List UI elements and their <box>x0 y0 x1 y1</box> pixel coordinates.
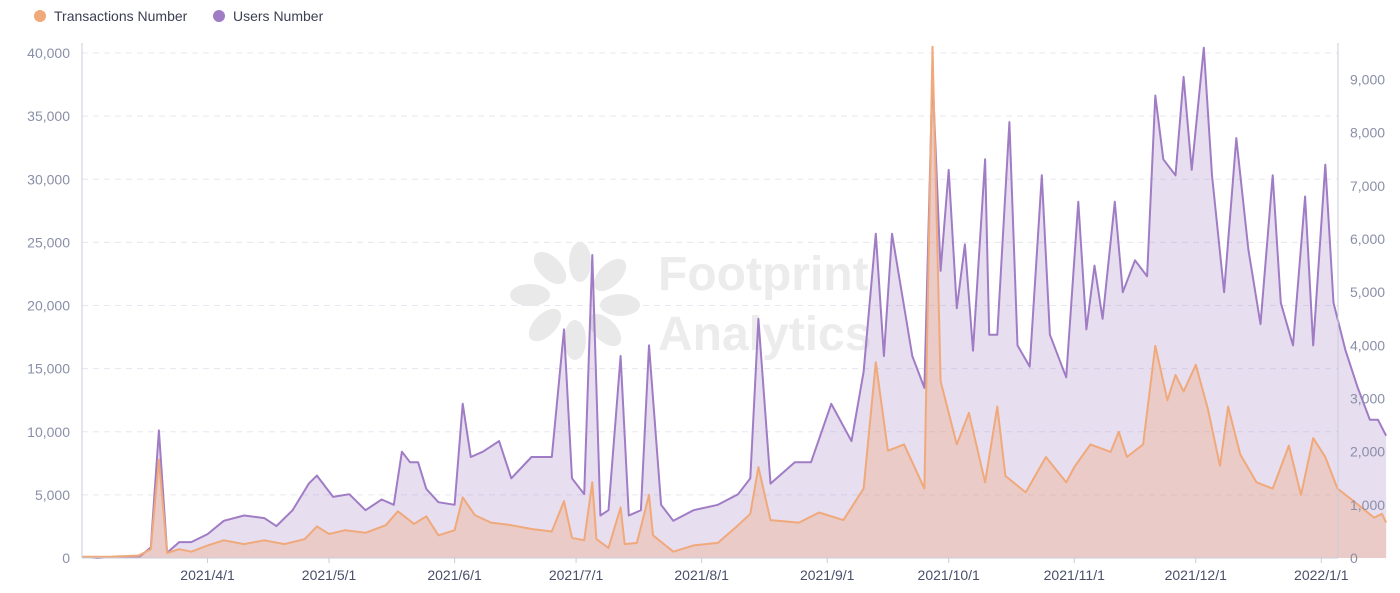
grid-lines <box>82 52 1338 496</box>
legend-swatch-transactions-icon <box>34 10 46 22</box>
legend-item-transactions[interactable]: Transactions Number <box>34 8 188 24</box>
y-right-tick-label: 0 <box>1350 550 1358 566</box>
x-tick-label: 2021/9/1 <box>800 567 855 583</box>
watermark-line1: Footprint <box>658 248 869 301</box>
series-area-transactions <box>82 46 1387 558</box>
x-tick-label: 2021/4/1 <box>180 567 235 583</box>
series-line-transactions <box>82 45 1388 558</box>
y-right-tick-label: 7,000 <box>1350 178 1385 194</box>
y-right-tick-label: 1,000 <box>1350 497 1385 513</box>
y-left-tick-label: 20,000 <box>27 298 70 314</box>
y-right-tick-label: 2,000 <box>1350 444 1385 460</box>
legend-label-users: Users Number <box>233 8 324 24</box>
legend-label-transactions: Transactions Number <box>54 8 188 24</box>
y-left-tick-label: 0 <box>62 550 70 566</box>
y-right-tick-label: 9,000 <box>1350 72 1385 88</box>
x-tick-label: 2021/11/1 <box>1044 567 1105 583</box>
watermark-line2: Analytics <box>658 308 871 361</box>
axes: 0 5,000 10,000 15,000 20,000 25,000 30,000 35,0… <box>27 43 1385 583</box>
y-left-tick-label: 35,000 <box>27 108 70 124</box>
legend-swatch-users-icon <box>213 10 225 22</box>
x-tick-label: 2021/5/1 <box>302 567 357 583</box>
series-line-users <box>81 46 1387 559</box>
x-tick-label: 2021/8/1 <box>674 567 729 583</box>
x-tick-label: 2021/12/1 <box>1165 567 1227 583</box>
y-right-tick-label: 8,000 <box>1350 125 1385 141</box>
series-area-users <box>82 47 1387 558</box>
x-tick-label: 2022/1/1 <box>1294 567 1349 583</box>
y-left-tick-label: 40,000 <box>27 45 70 61</box>
plot-area <box>81 45 1388 559</box>
y-left-tick-label: 25,000 <box>27 234 70 250</box>
watermark-logo-icon <box>510 242 640 360</box>
y-right-tick-label: 5,000 <box>1350 284 1385 300</box>
x-tick-label: 2021/6/1 <box>427 567 482 583</box>
x-tick-label: 2021/10/1 <box>918 567 980 583</box>
legend-item-users[interactable]: Users Number <box>213 8 324 24</box>
y-left-tick-label: 10,000 <box>27 424 70 440</box>
x-tick-label: 2021/7/1 <box>549 567 604 583</box>
legend: Transactions Number Users Number <box>34 8 324 24</box>
y-left-tick-label: 5,000 <box>35 487 70 503</box>
y-right-tick-label: 3,000 <box>1350 391 1385 407</box>
y-left-tick-label: 15,000 <box>27 361 70 377</box>
y-right-tick-label: 6,000 <box>1350 231 1385 247</box>
y-left-tick-label: 30,000 <box>27 171 70 187</box>
watermark: Footprint Analytics <box>510 242 871 361</box>
y-right-tick-label: 4,000 <box>1350 337 1385 353</box>
